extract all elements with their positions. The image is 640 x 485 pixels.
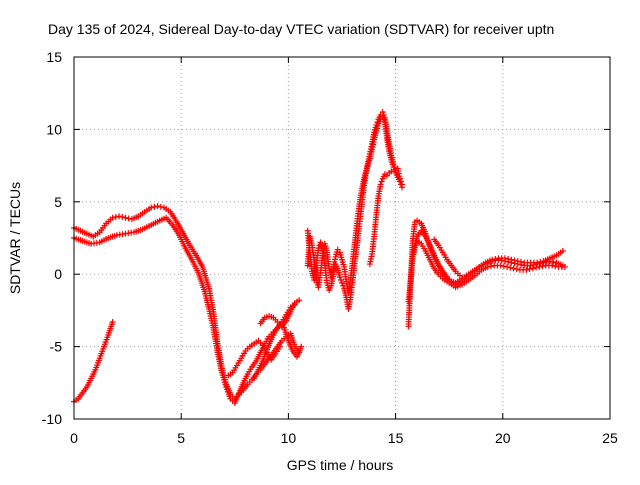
x-tick-label: 25 (602, 430, 618, 446)
data-point (529, 265, 536, 272)
data-point (378, 178, 385, 185)
data-point (552, 263, 559, 270)
data-point (561, 263, 568, 270)
x-tick-label: 15 (388, 430, 404, 446)
data-point (109, 214, 116, 221)
data-point (112, 214, 119, 221)
series-track-11 (409, 227, 566, 288)
grid (74, 57, 610, 419)
data-point (539, 263, 546, 270)
data-point (511, 260, 518, 267)
data-point (154, 203, 161, 210)
data-point (559, 248, 566, 255)
series-track-9 (366, 168, 395, 268)
data-point (497, 262, 504, 269)
series-track-2 (71, 214, 298, 407)
x-tick-label: 5 (177, 430, 185, 446)
data-point (501, 258, 508, 265)
x-tick-label: 20 (495, 430, 511, 446)
data-point (456, 272, 463, 279)
data-point (148, 204, 155, 211)
data-point (119, 214, 126, 221)
series-track-5 (257, 297, 303, 330)
y-tick-label: 15 (46, 49, 62, 65)
data-point (396, 178, 403, 185)
y-axis-label: SDTVAR / TECUs (7, 182, 23, 294)
data-point (397, 181, 404, 188)
data-point (514, 261, 521, 268)
series-track-6 (71, 318, 116, 405)
data-point (399, 184, 406, 191)
data-point (505, 258, 512, 265)
data-point (495, 256, 502, 263)
data-point (510, 265, 517, 272)
data-point (391, 166, 398, 173)
data-point (508, 259, 515, 266)
data-point (533, 264, 540, 271)
data-point (377, 181, 384, 188)
data-point (500, 263, 507, 270)
data-point (122, 214, 129, 221)
data-point (157, 203, 164, 210)
data-point (492, 257, 499, 264)
y-tick-label: 0 (54, 266, 62, 282)
series-track-12 (405, 237, 568, 305)
y-tick-label: -5 (50, 339, 63, 355)
data-point (379, 113, 386, 120)
data-point (276, 343, 283, 350)
data-points (71, 109, 568, 407)
data-point (507, 264, 514, 271)
chart-title: Day 135 of 2024, Sidereal Day-to-day VTE… (48, 21, 554, 37)
x-tick-label: 10 (281, 430, 297, 446)
data-point (390, 164, 397, 171)
data-point (513, 266, 520, 273)
data-point (536, 263, 543, 270)
series-track-8 (304, 113, 406, 297)
data-point (380, 116, 387, 123)
data-point (484, 263, 491, 270)
data-point (498, 257, 505, 264)
data-point (546, 258, 553, 265)
data-point (339, 279, 345, 286)
data-point (315, 245, 322, 252)
data-point (543, 258, 550, 265)
x-tick-label: 0 (70, 430, 78, 446)
data-point (336, 274, 343, 281)
series-track-4 (225, 337, 283, 379)
data-point (518, 261, 525, 268)
data-point (296, 297, 303, 304)
y-tick-label: -10 (42, 411, 62, 427)
series-track-13 (431, 236, 463, 279)
data-point (504, 263, 511, 270)
x-axis-label: GPS time / hours (287, 457, 394, 473)
data-point (526, 266, 533, 273)
data-point (388, 168, 395, 175)
data-point (116, 213, 123, 220)
y-tick-label: 10 (46, 121, 62, 137)
data-point (337, 276, 344, 283)
data-point (550, 258, 557, 265)
tick-labels: 0 5 10 15 20 25 -10 -5 0 5 10 15 (42, 49, 618, 446)
data-point (549, 262, 556, 269)
data-point (298, 343, 305, 350)
data-point (125, 215, 132, 222)
y-tick-label: 5 (54, 194, 62, 210)
plot-frame (73, 56, 611, 420)
data-point (489, 258, 496, 265)
data-point (488, 263, 495, 270)
data-point (523, 266, 530, 273)
data-point (151, 203, 158, 210)
data-point (109, 318, 116, 325)
